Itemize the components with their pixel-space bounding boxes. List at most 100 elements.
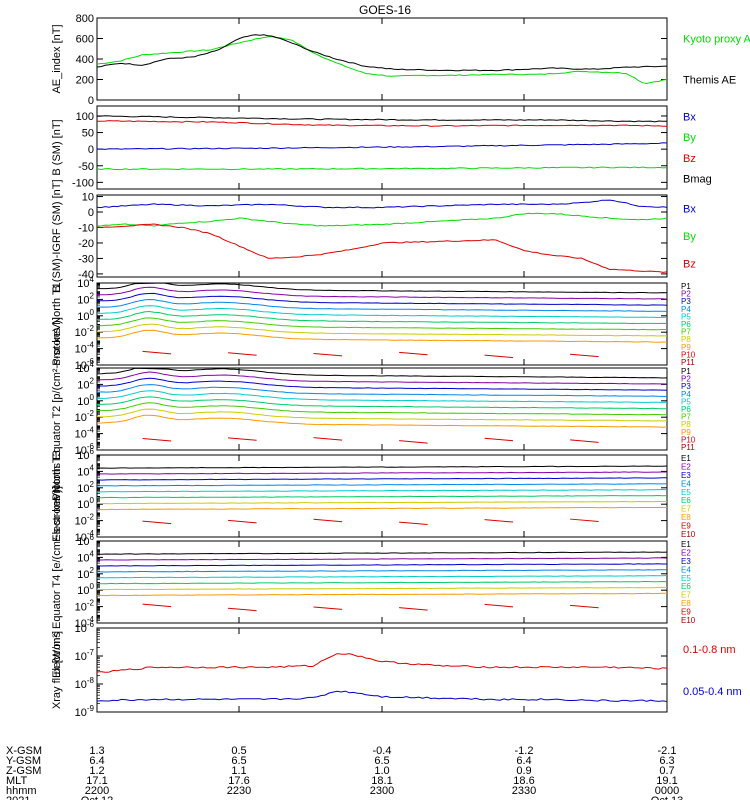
channel-fragment (313, 518, 343, 523)
legend-entry: P9 (681, 428, 691, 437)
exponent: 6 (90, 447, 95, 456)
y-axis-label: Electrons Equator T4 [e/(cm²-s-sr-keV)] (51, 486, 63, 678)
x-row-label: X-GSM (6, 745, 42, 757)
channel-line (96, 500, 668, 505)
y-tick-label: 10-4 (75, 341, 95, 356)
legend-entry: P3 (681, 297, 691, 306)
legend-entry: E6 (681, 496, 691, 505)
x-tick-value: 0.7 (659, 765, 674, 777)
exponent: 6 (90, 533, 95, 542)
channel-line (96, 471, 667, 475)
x-tick-value: -1.2 (515, 745, 534, 757)
y-tick-label: 10 (82, 192, 94, 204)
y-axis-label: AE_index [nT] (51, 24, 63, 93)
channel-fragment (570, 439, 599, 443)
x-row-label: hhmm (6, 785, 37, 797)
exponent: -4 (87, 529, 95, 538)
channel-line (96, 414, 668, 428)
x-row-label: Z-GSM (6, 765, 41, 777)
x-tick-value: 18.6 (513, 775, 534, 787)
exponent: -6 (87, 442, 95, 451)
exponent: -6 (87, 620, 95, 629)
channel-line (96, 557, 668, 561)
legend-entry: P11 (681, 443, 695, 452)
channel-fragment (228, 352, 257, 356)
channel-fragment (228, 607, 257, 612)
channel-line (96, 367, 668, 379)
legend-entry: E9 (681, 522, 691, 531)
y-tick-label: 102 (77, 291, 94, 306)
x-tick-value: 2300 (370, 785, 394, 797)
y-tick-label: 10-8 (75, 676, 95, 691)
x-tick-value: 19.1 (656, 775, 677, 787)
legend-entry: P6 (681, 320, 691, 329)
channel-line (97, 402, 668, 416)
legend-entry: P4 (681, 390, 691, 399)
y-tick-label: 10-6 (75, 620, 95, 635)
y-tick-label: 102 (77, 566, 94, 581)
y-tick-label: 0 (88, 207, 94, 219)
channel-line (96, 286, 668, 300)
channel-line (97, 592, 668, 597)
y-tick-label: 10-7 (75, 648, 95, 663)
y-tick-label: 104 (77, 360, 94, 375)
exponent: -4 (87, 615, 95, 624)
exponent: 0 (90, 582, 95, 591)
channel-line (97, 282, 668, 294)
series-line (96, 36, 668, 85)
channel-line (96, 298, 668, 312)
y-axis-label: Xray flux [W/m²] (51, 631, 63, 709)
legend-entry: P8 (681, 420, 691, 429)
x-tick-value: 6.4 (89, 755, 104, 767)
channel-line (96, 305, 667, 319)
x-tick-value: 6.5 (231, 755, 246, 767)
channel-line (96, 292, 668, 306)
legend-entry: P1 (681, 367, 691, 376)
series-line (96, 690, 668, 702)
exponent: -4 (87, 341, 95, 350)
exponent: -8 (87, 676, 95, 685)
exponent: -7 (87, 648, 95, 657)
x-tick-value: 2200 (85, 785, 109, 797)
legend-entry: Bx (683, 111, 696, 123)
exponent: 2 (90, 376, 95, 385)
x-tick-value: 6.5 (374, 755, 389, 767)
channel-fragment (142, 520, 172, 525)
channel-line (96, 506, 668, 511)
legend-entry: E10 (681, 530, 696, 539)
exponent: -2 (87, 599, 95, 608)
y-axis-label: Electrons North T3 (51, 450, 63, 542)
channel-line (97, 390, 668, 403)
y-axis-label: B (SM)-IGRF (SM) [nT] (51, 179, 63, 292)
y-tick-label: 10-2 (75, 599, 95, 614)
legend-entry: P8 (681, 335, 691, 344)
exponent: 0 (90, 308, 95, 317)
x-tick-value: 1.0 (374, 765, 389, 777)
legend-entry: P6 (681, 405, 691, 414)
legend-entry: P11 (681, 358, 695, 367)
channel-line (96, 569, 668, 573)
series-line (96, 166, 668, 171)
legend-entry: E1 (681, 540, 691, 549)
legend-entry: P5 (681, 397, 691, 406)
x-tick-value: Oct 12 (81, 795, 113, 800)
channel-line (96, 371, 668, 385)
y-tick-label: 10-4 (75, 615, 95, 630)
legend-entry: E2 (681, 548, 691, 557)
x-tick-value: 0.5 (231, 745, 246, 757)
legend-entry: Bx (683, 204, 696, 216)
legend-entry: Kyoto proxy AE (683, 34, 750, 46)
series-line (97, 142, 668, 150)
channel-fragment (142, 438, 172, 442)
y-axis-label: Protons Equator T2 [p/(cm²-s-sr-keV)] (51, 317, 63, 501)
legend-entry: E7 (681, 591, 691, 600)
series-line (96, 115, 668, 123)
x-tick-value: -0.4 (373, 745, 392, 757)
y-axis-label: B (SM) [nT] (51, 119, 63, 175)
y-tick-label: 102 (77, 480, 94, 495)
x-tick-value: 1.3 (89, 745, 104, 757)
plot-title: GOES-16 (359, 3, 411, 17)
x-tick-value: 17.1 (86, 775, 107, 787)
